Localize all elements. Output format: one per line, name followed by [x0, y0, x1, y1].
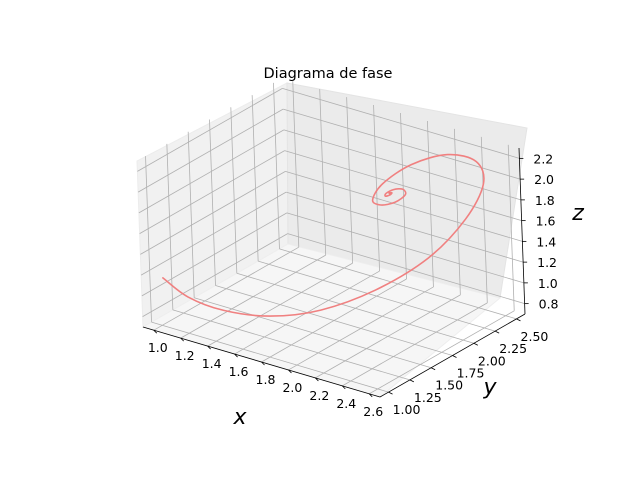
x-gridline-back: [292, 81, 300, 248]
x-gridline-back: [346, 97, 354, 264]
y-gridline-floor: [279, 248, 517, 320]
z-gridline-back: [286, 191, 524, 263]
x-tick-label: 2.4: [336, 396, 356, 411]
y-tick-label: 1.75: [457, 366, 485, 381]
x-gridline-back: [480, 136, 488, 303]
z-gridline-back: [282, 87, 520, 159]
y-tick-labels: 1.001.251.501.752.002.252.50: [393, 329, 549, 417]
z-gridline-back: [286, 212, 524, 284]
chart-title: Diagrama de fase: [264, 66, 393, 82]
x-tick-label: 1.0: [148, 340, 168, 355]
x-tick-mark: [261, 361, 265, 366]
grid-lines: [137, 81, 525, 395]
z-tick-label: 1.6: [536, 214, 556, 229]
x-tick-mark: [368, 393, 373, 398]
x-tick-label: 1.4: [202, 356, 222, 371]
y-axis-label: y: [482, 375, 497, 400]
y-tick-mark: [494, 330, 500, 334]
y-gridline-left: [187, 131, 195, 298]
y-tick-mark: [430, 367, 436, 371]
series-group: [162, 153, 485, 317]
y-gridline-left: [273, 82, 280, 249]
x-tick-label: 1.8: [256, 372, 276, 387]
z-gridline-left: [140, 191, 287, 276]
x-tick-mark: [207, 345, 211, 350]
x-gridline-back: [453, 128, 461, 295]
x-tick-label: 1.2: [175, 348, 195, 363]
y-tick-label: 2.50: [521, 329, 549, 344]
tick-marks: [153, 157, 529, 398]
y-gridline-left: [166, 143, 174, 310]
y-tick-mark: [409, 379, 415, 383]
y-tick-mark: [516, 318, 521, 322]
z-gridline-left: [137, 88, 283, 172]
x-tick-mark: [288, 369, 292, 374]
y-tick-mark: [473, 342, 479, 346]
z-gridline-left: [140, 171, 286, 255]
z-tick-label: 2.2: [533, 151, 553, 166]
y-tick-label: 1.50: [435, 378, 463, 393]
y-gridline-floor: [194, 297, 432, 369]
x-tick-label: 1.6: [229, 364, 249, 379]
phase-trajectory-line: [162, 153, 485, 317]
x-tick-label: 2.0: [282, 380, 302, 395]
z-gridline-back: [285, 170, 523, 242]
x-tick-labels: 1.0 1.2 1.4 1.6 1.8 2.0 2.2 2.4 2.6: [148, 340, 383, 419]
z-gridline-left: [137, 108, 284, 193]
x-tick-label: 2.6: [363, 404, 383, 419]
z-gridline-left: [142, 233, 288, 317]
x-gridline-back: [373, 105, 380, 272]
z-axis-label: z: [571, 201, 584, 226]
x-tick-mark: [342, 385, 346, 390]
z-tick-label: 1.2: [537, 255, 557, 270]
z-axis-line: [518, 147, 526, 315]
y-tick-label: 1.00: [393, 402, 421, 417]
z-gridline-left: [139, 150, 285, 234]
x-gridline-back: [427, 120, 434, 287]
x-tick-label: 2.2: [309, 388, 329, 403]
y-gridline-floor: [258, 260, 496, 332]
z-gridline-left: [138, 129, 285, 214]
z-gridline-back: [287, 233, 525, 305]
z-tick-label: 0.8: [539, 297, 559, 312]
x-tick-mark: [153, 329, 158, 334]
y-tick-label: 1.25: [414, 390, 442, 405]
y-gridline-left: [230, 107, 238, 274]
z-tick-label: 1.8: [535, 193, 555, 208]
x-axis-label: x: [232, 405, 247, 430]
y-tick-label: 2.25: [499, 341, 527, 356]
y-gridline-floor: [236, 272, 474, 344]
x-tick-mark: [234, 353, 238, 358]
y-tick-mark: [388, 391, 393, 395]
y-gridline-floor: [151, 321, 389, 393]
y-gridline-floor: [172, 309, 410, 381]
z-tick-label: 1.4: [536, 234, 556, 249]
z-tick-label: 2.0: [534, 172, 554, 187]
x-tick-mark: [180, 337, 184, 342]
y-gridline-left: [145, 156, 152, 323]
y-gridline-left: [251, 95, 259, 262]
z-tick-labels: 0.8 1.0 1.2 1.4 1.6 1.8 2.0 2.2: [533, 151, 558, 311]
y-gridline-floor: [215, 285, 453, 356]
x-gridline-back: [507, 144, 515, 311]
z-tick-label: 1.0: [538, 276, 558, 291]
x-gridline-back: [319, 89, 327, 256]
x-tick-mark: [315, 377, 319, 382]
y-tick-label: 2.00: [478, 353, 506, 368]
z-gridline-left: [141, 212, 288, 297]
z-gridline-back: [283, 129, 521, 201]
y-gridline-left: [209, 119, 216, 286]
y-tick-mark: [452, 355, 457, 358]
z-gridline-back: [284, 150, 522, 222]
